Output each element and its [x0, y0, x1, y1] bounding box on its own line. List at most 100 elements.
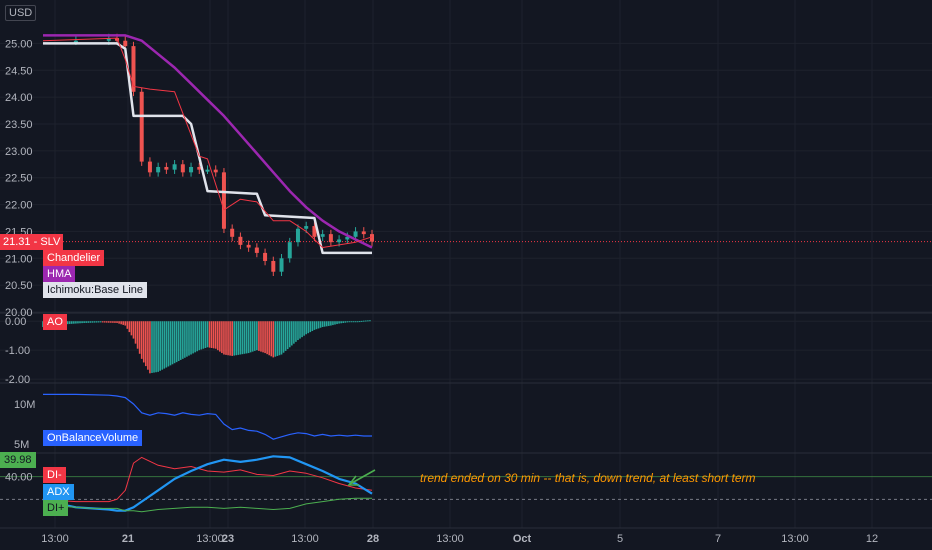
legend-adx[interactable]: ADX [43, 484, 74, 500]
ao-bar [200, 321, 203, 350]
ao-bar [354, 321, 357, 323]
x-tick-label: 13:00 [41, 533, 69, 545]
last-price-badge: 21.31 - SLV [0, 234, 64, 250]
ao-bar [362, 320, 365, 322]
series-line-chandelier [42, 37, 373, 248]
ao-bar [155, 321, 157, 373]
ao-bar [245, 321, 248, 354]
candle-body [238, 236, 243, 245]
ao-bar [325, 321, 328, 327]
ao-bar [344, 321, 347, 323]
candle-body [189, 166, 194, 173]
ao-bar [130, 321, 133, 336]
ao-bar [173, 321, 176, 364]
ao-bar [206, 321, 209, 348]
candle-body [279, 258, 284, 272]
ao-bar [66, 321, 69, 325]
ao-bar [169, 321, 172, 366]
on-balance-volume-panel[interactable] [43, 393, 372, 440]
x-tick-label: 13:00 [436, 533, 464, 545]
candle-body [361, 231, 366, 235]
candle-body [254, 247, 259, 253]
ao-bar [210, 321, 213, 348]
ao-bar [87, 321, 90, 323]
ao-bar [114, 321, 116, 323]
dmi-line-di- [42, 456, 373, 503]
legend-di-plus[interactable]: DI+ [43, 500, 69, 516]
legend-ao[interactable]: AO [43, 314, 67, 330]
ao-tick-label: -2.00 [5, 374, 30, 386]
candle-body [337, 239, 342, 243]
ao-bar [124, 321, 127, 326]
price-panel[interactable] [0, 33, 932, 277]
dmi-tick-label: 40.00 [5, 472, 33, 484]
dmi-line-adx [42, 455, 373, 512]
price-separator: - [33, 236, 41, 248]
ao-bar [317, 321, 320, 329]
ao-bar [303, 321, 305, 336]
ao-bar [190, 321, 192, 355]
ao-bar [128, 321, 131, 333]
ao-bar [79, 321, 81, 324]
legend-obv[interactable]: OnBalanceVolume [43, 430, 143, 446]
ao-tick-label: 0.00 [5, 316, 26, 328]
ao-bar [272, 321, 275, 358]
ao-bar [358, 321, 361, 323]
ao-bar [175, 321, 178, 363]
ao-bar [301, 321, 303, 338]
legend-hma[interactable]: HMA [43, 266, 76, 282]
ao-bar [192, 321, 194, 354]
ao-bar [268, 321, 270, 356]
awesome-oscillator-panel[interactable] [42, 320, 371, 374]
annotation-arrow [347, 469, 376, 486]
ao-bar [132, 321, 135, 339]
candle-body [295, 228, 300, 243]
candle-body [172, 164, 177, 170]
ao-bar [112, 321, 114, 323]
ao-bar [93, 321, 96, 323]
ao-bar [204, 321, 207, 348]
ao-bar [313, 321, 316, 330]
ao-bar [233, 321, 236, 356]
legend-chandelier[interactable]: Chandelier [43, 250, 105, 266]
ao-bar [340, 321, 342, 324]
ao-bar [186, 321, 188, 357]
candle-body [263, 252, 268, 261]
x-tick-label: 13:00 [781, 533, 809, 545]
arrow-head [347, 475, 359, 486]
ao-bar [231, 321, 233, 356]
dmi-panel[interactable] [0, 455, 932, 513]
ao-bar [188, 321, 190, 356]
candle-body [205, 169, 210, 172]
ao-tick-label: -1.00 [5, 345, 30, 357]
ao-bar [163, 321, 166, 369]
ao-bar [282, 321, 285, 353]
ao-bar [89, 321, 92, 323]
trend-annotation: trend ended on 30 min -- that is, down t… [420, 471, 756, 485]
ao-bar [219, 321, 221, 352]
ao-bar [286, 321, 289, 350]
ao-bar [142, 321, 145, 363]
ao-bar [323, 321, 326, 327]
ao-bar [145, 321, 147, 367]
ao-bar [332, 321, 334, 326]
x-tick-label: 28 [367, 533, 379, 545]
ao-bar [68, 321, 71, 324]
legend-di-minus[interactable]: DI- [43, 467, 66, 483]
arrow-shaft [349, 469, 376, 485]
ao-bar [161, 321, 164, 370]
ao-bar [225, 321, 227, 355]
ao-bar [126, 321, 129, 329]
candle-body [287, 242, 292, 259]
chart-grid [0, 0, 932, 528]
legend-ichimoku-base-line[interactable]: Ichimoku:Base Line [43, 282, 147, 298]
obv-line [43, 393, 372, 440]
series-line-ichimoku-base-line [43, 42, 372, 255]
ao-bar [299, 321, 301, 339]
ao-bar [85, 321, 87, 323]
ao-bar [239, 321, 242, 355]
ao-bar [91, 321, 94, 323]
ao-bar [153, 321, 155, 373]
ao-bar [77, 321, 79, 324]
